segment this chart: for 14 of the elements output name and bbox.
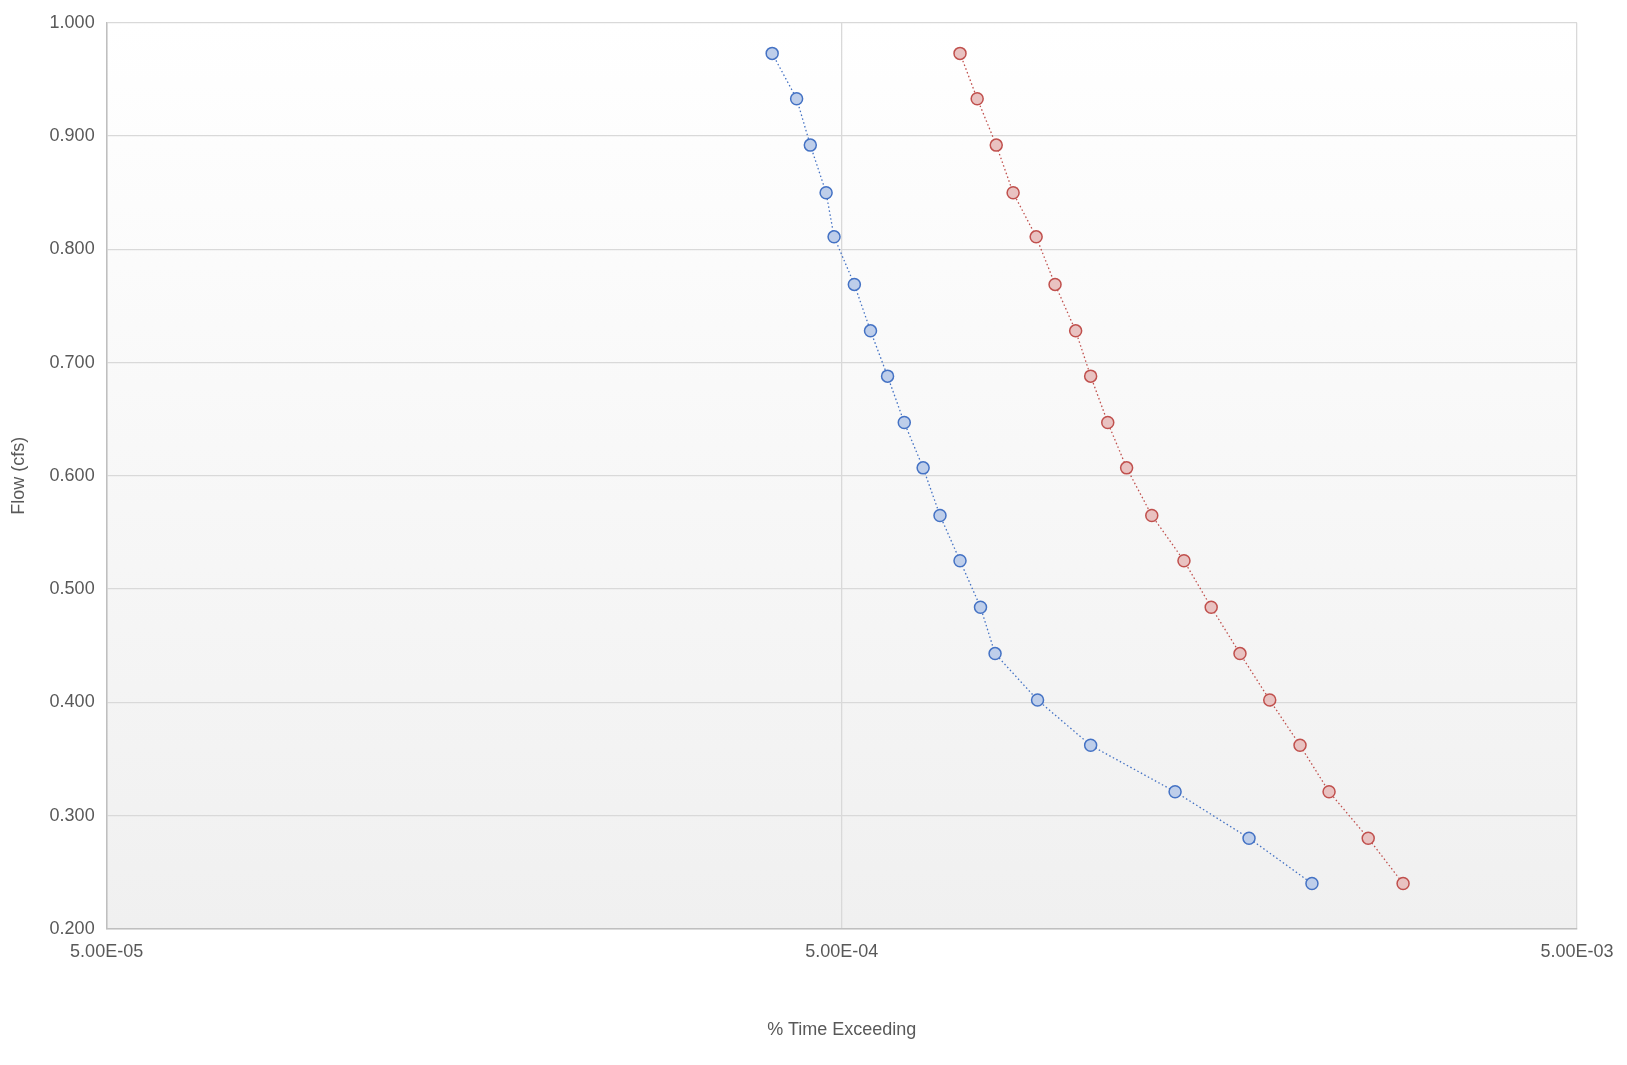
y-tick-label: 1.000 (49, 11, 95, 32)
y-tick-label: 0.700 (49, 351, 95, 372)
x-axis-title: % Time Exceeding (767, 1019, 917, 1040)
x-tick-label: 5.00E-03 (1540, 940, 1614, 961)
y-tick-label: 0.800 (49, 238, 95, 259)
y-tick-label: 0.400 (49, 691, 95, 712)
y-axis-title: Flow (cfs) (7, 436, 28, 515)
y-tick-label: 0.900 (49, 125, 95, 146)
y-tick-label: 0.300 (49, 804, 95, 825)
x-tick-label: 5.00E-05 (70, 940, 144, 961)
y-tick-label: 0.500 (49, 578, 95, 599)
y-tick-label: 0.600 (49, 464, 95, 485)
y-tick-label: 0.200 (49, 917, 95, 938)
x-tick-label: 5.00E-04 (805, 940, 879, 961)
